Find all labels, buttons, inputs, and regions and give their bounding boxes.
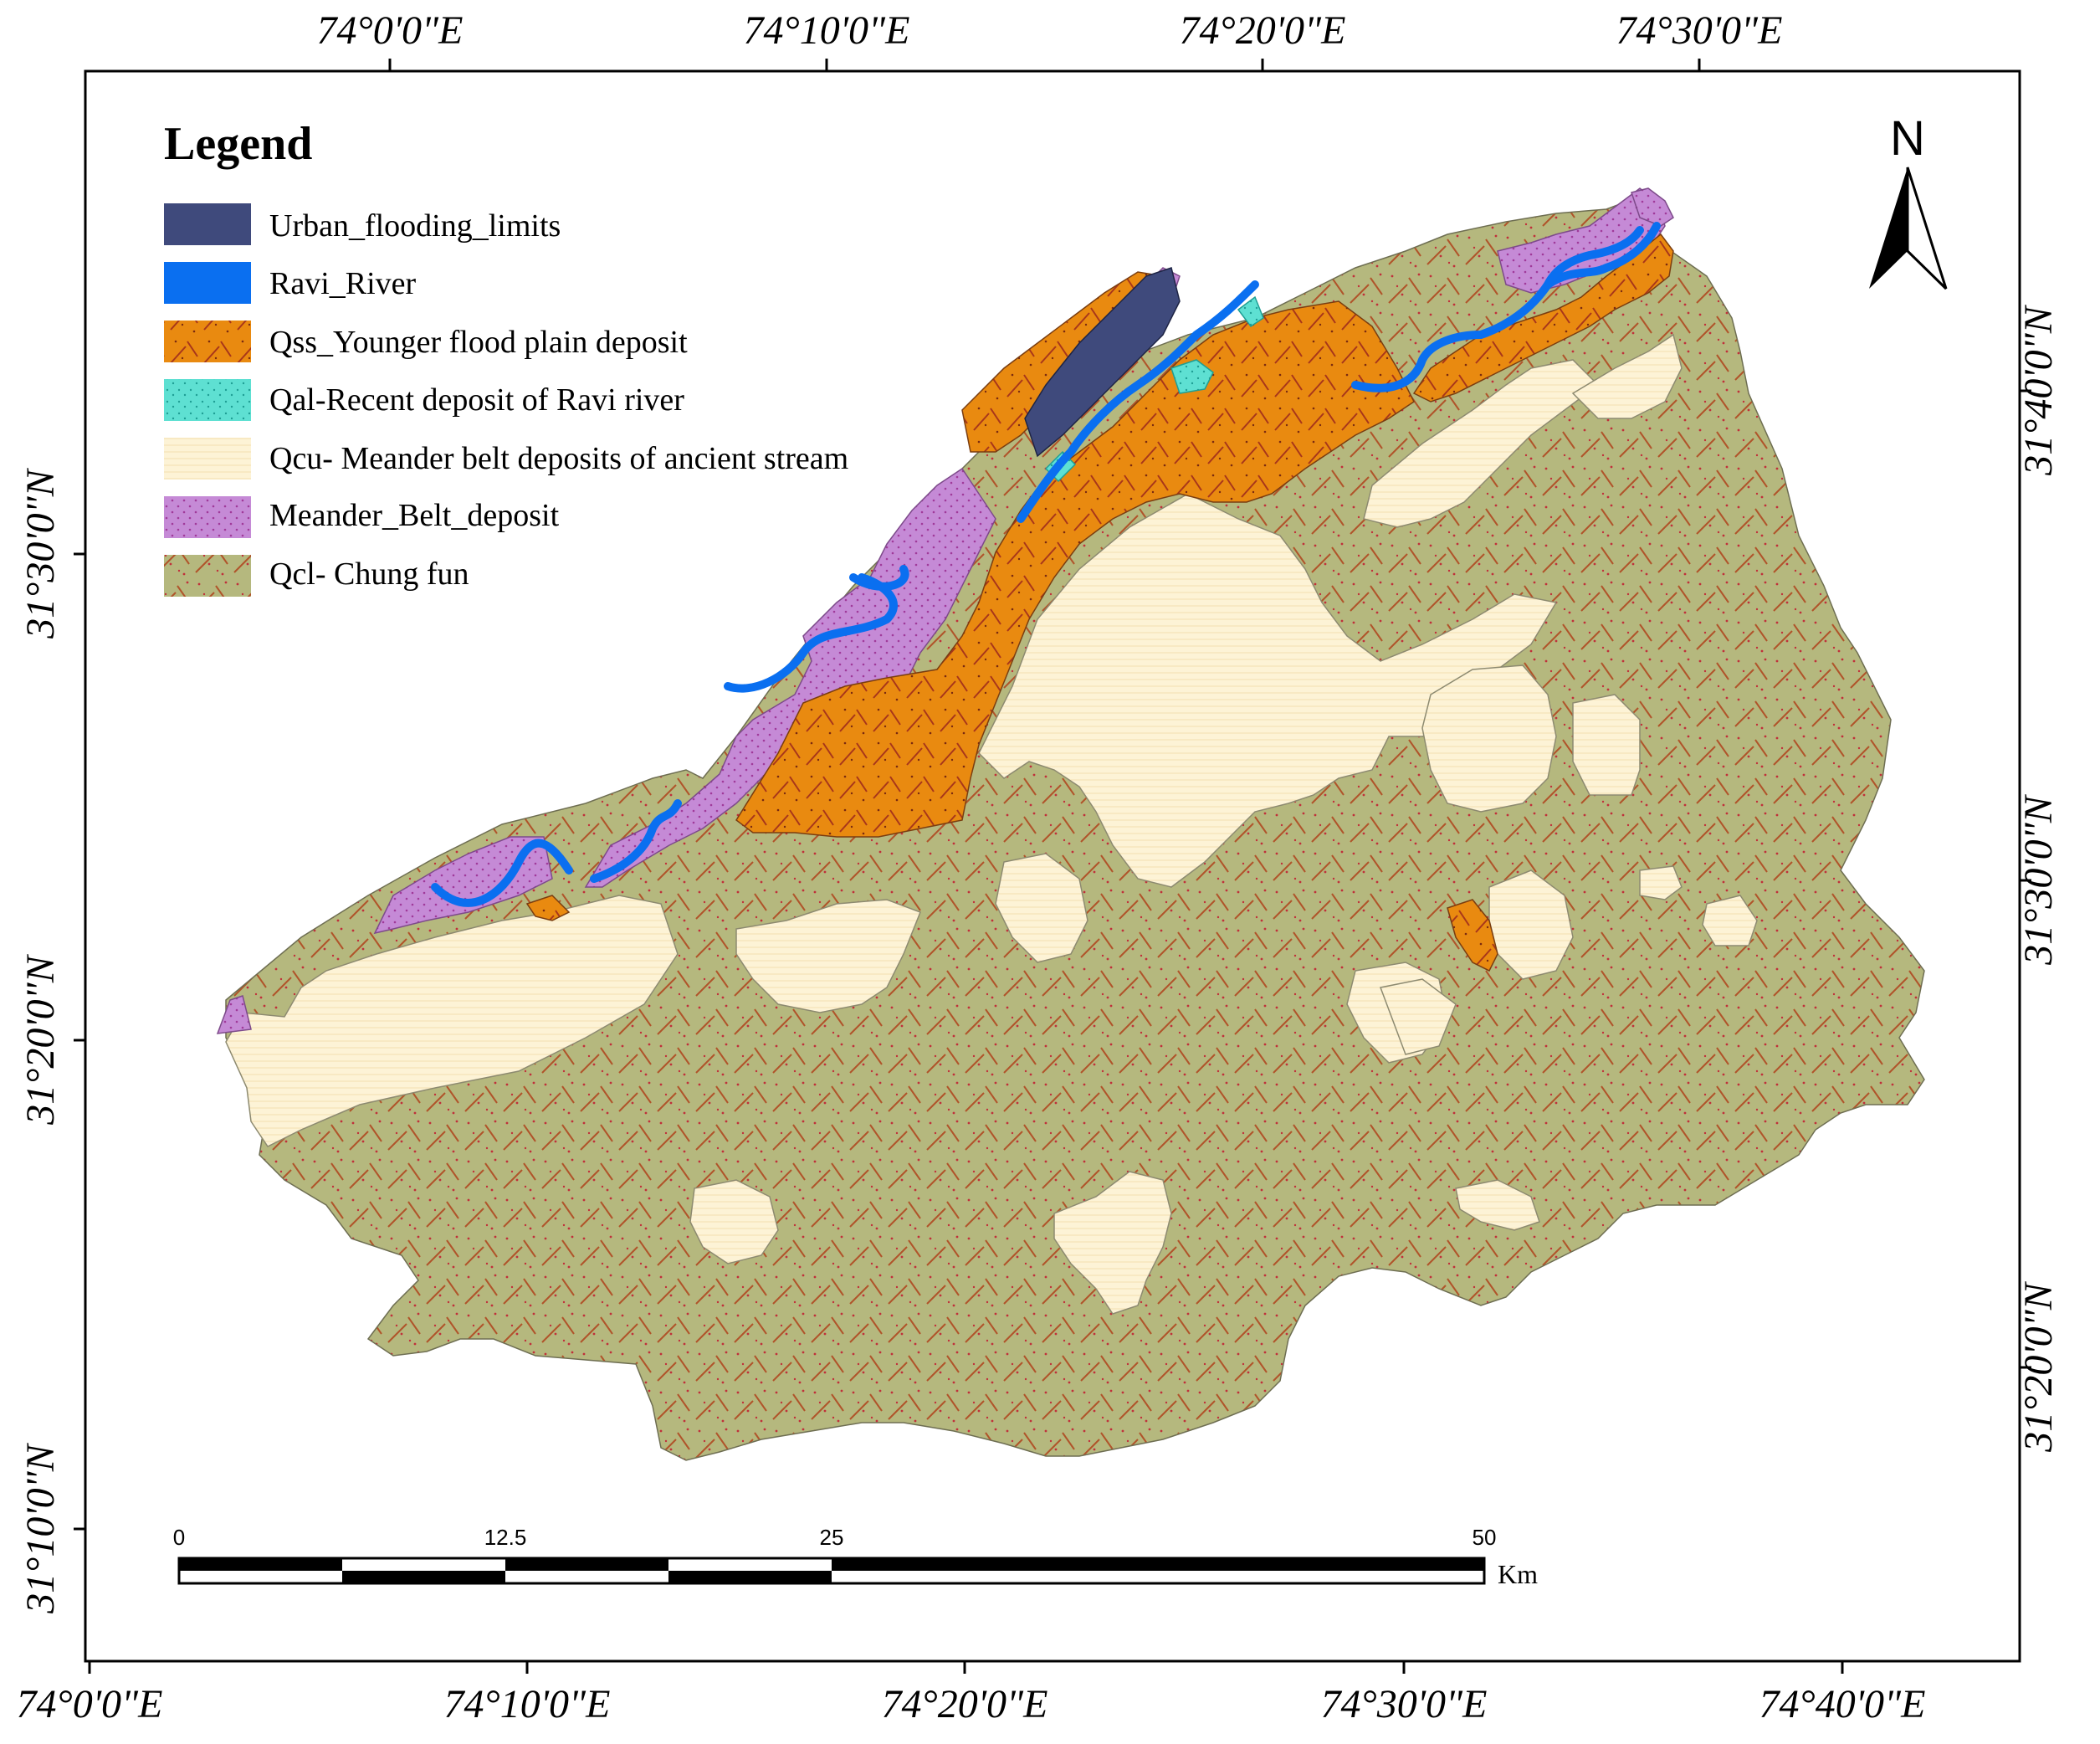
right-label: 31°40'0"N <box>2016 304 2061 476</box>
scale-unit: Km <box>1498 1559 1538 1589</box>
top-coordinate-labels: 74°0'0"E 74°10'0"E 74°20'0"E 74°30'0"E <box>317 8 1783 53</box>
left-label: 31°20'0"N <box>18 953 63 1126</box>
unit-qss-main <box>735 300 1415 838</box>
legend-label: Urban_flooding_limits <box>269 208 561 244</box>
unit-qal-deposit <box>1237 295 1264 328</box>
unit-urban-flooding <box>1024 267 1181 458</box>
top-label: 74°20'0"E <box>1180 8 1346 53</box>
unit-qss-patch <box>525 895 571 921</box>
unit-meander-belt-top <box>1631 187 1674 227</box>
bottom-label: 74°0'0"E <box>17 1682 163 1726</box>
river-segment <box>1544 226 1644 289</box>
unit-meander-belt-west <box>216 995 252 1034</box>
unit-qcu-patch <box>995 853 1088 963</box>
top-label: 74°10'0"E <box>744 8 910 53</box>
bottom-label: 74°10'0"E <box>444 1682 611 1726</box>
legend-label: Ravi_River <box>269 266 417 301</box>
legend-swatch-qss <box>164 321 251 362</box>
legend-swatch-qcu <box>164 438 251 480</box>
legend-title: Legend <box>164 118 312 170</box>
bottom-label: 74°40'0"E <box>1759 1682 1926 1726</box>
river-segment <box>1017 280 1259 523</box>
unit-qcu-east-lobe <box>1421 664 1557 813</box>
unit-meander-belt-southwest <box>373 836 553 935</box>
graticule-ticks <box>74 59 2031 1674</box>
unit-meander-belt-mid <box>584 467 996 888</box>
north-arrow: N <box>1869 111 1948 290</box>
river-segment <box>1351 222 1661 392</box>
bottom-label: 74°20'0"E <box>882 1682 1048 1726</box>
scale-bar: 0 12.5 25 50 Km <box>173 1525 1538 1589</box>
legend: Legend Urban_flooding_limits Ravi_River … <box>164 118 848 597</box>
legend-label: Qcu- Meander belt deposits of ancient st… <box>269 441 848 476</box>
river-segment <box>849 565 909 591</box>
legend-swatch-qal <box>164 379 251 421</box>
ravi-river <box>431 222 1661 907</box>
unit-qcu-west <box>225 895 679 1147</box>
right-label: 31°20'0"N <box>2016 1280 2061 1453</box>
bottom-label: 74°30'0"E <box>1321 1682 1488 1726</box>
right-label: 31°30'0"N <box>2016 793 2061 966</box>
legend-label: Meander_Belt_deposit <box>269 498 560 533</box>
unit-qcu-patch <box>735 899 921 1013</box>
scale-tick-label: 0 <box>173 1525 185 1550</box>
unit-qcu-northeast-2 <box>1571 333 1683 419</box>
north-arrow-icon-outline <box>1906 167 1948 290</box>
unit-qcu-patch <box>1702 895 1758 946</box>
legend-label: Qss_Younger flood plain deposit <box>269 325 688 360</box>
legend-swatch-meander-belt <box>164 496 251 538</box>
unit-qcu-east-small <box>1572 694 1641 796</box>
river-segment <box>724 573 898 693</box>
top-label: 74°30'0"E <box>1616 8 1783 53</box>
left-coordinate-labels: 31°30'0"N 31°20'0"N 31°10'0"N <box>18 467 63 1614</box>
legend-label: Qal-Recent deposit of Ravi river <box>269 382 684 418</box>
north-arrow-icon <box>1869 167 1908 289</box>
unit-qcu-patch <box>1639 865 1683 900</box>
left-label: 31°30'0"N <box>18 467 63 639</box>
legend-swatch-urban <box>164 203 251 245</box>
river-segment <box>431 839 573 907</box>
scale-tick-label: 50 <box>1473 1525 1497 1550</box>
legend-swatch-chung-fun <box>164 555 251 597</box>
bottom-coordinate-labels: 74°0'0"E 74°10'0"E 74°20'0"E 74°30'0"E 7… <box>17 1682 1926 1726</box>
scale-tick-label: 25 <box>820 1525 844 1550</box>
unit-qcu-patch <box>689 1179 779 1264</box>
right-coordinate-labels: 31°40'0"N 31°30'0"N 31°20'0"N <box>2016 304 2061 1453</box>
unit-qcu-patch <box>1379 978 1457 1055</box>
map-frame <box>84 69 2021 1663</box>
unit-qcu-patch <box>1455 1179 1540 1231</box>
unit-qss-patch <box>1447 899 1498 972</box>
left-label: 31°10'0"N <box>18 1442 63 1614</box>
top-label: 74°0'0"E <box>317 8 464 53</box>
river-segment <box>590 799 682 883</box>
scale-tick-label: 12.5 <box>484 1525 527 1550</box>
legend-swatch-river <box>164 262 251 304</box>
legend-label: Qcl- Chung fun <box>269 557 469 592</box>
unit-qcu-northeast <box>1363 359 1600 528</box>
geology-units <box>216 187 1925 1461</box>
unit-qal-deposit <box>1170 359 1214 394</box>
unit-qcu-patch <box>1053 1171 1172 1315</box>
north-label: N <box>1890 111 1925 166</box>
